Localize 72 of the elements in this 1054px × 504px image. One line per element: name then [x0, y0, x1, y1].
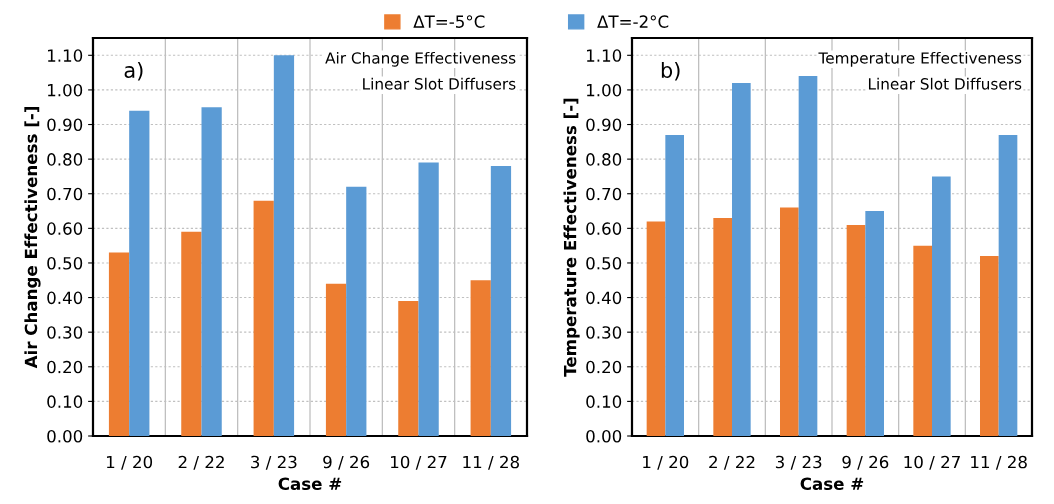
y-tick-label: 0.70 — [586, 187, 622, 201]
bar — [253, 200, 274, 436]
bar — [201, 107, 222, 436]
y-tick-label: 0.90 — [586, 118, 622, 132]
annotation: a) — [124, 61, 143, 81]
y-tick-label: 0.30 — [586, 326, 622, 339]
bar — [273, 55, 295, 436]
y-tick-label: 0.20 — [586, 360, 622, 374]
x-tick-label: 2 / 22 — [178, 455, 224, 470]
y-tick-label: 0.90 — [47, 118, 83, 132]
x-tick-label: 11 / 28 — [463, 455, 520, 470]
bar — [780, 207, 799, 436]
y-tick-label: 0.00 — [47, 429, 83, 443]
y-axis-title: Air Change Effectiveness [-] — [24, 107, 41, 369]
bar — [325, 283, 347, 436]
y-tick-label: 0.30 — [47, 326, 83, 339]
y-tick-label: 0.60 — [47, 222, 83, 235]
bar — [646, 221, 666, 436]
bar — [913, 245, 932, 436]
annotation: Temperature Effectiveness — [818, 51, 1022, 67]
y-tick-label: 1.10 — [48, 49, 83, 62]
y-tick-label: 0.80 — [586, 153, 622, 166]
bar — [798, 76, 818, 436]
bar — [181, 231, 202, 436]
y-axis-title: Temperature Effectiveness [-] — [563, 98, 580, 377]
x-tick-label: 2 / 22 — [709, 455, 755, 470]
bar — [490, 166, 512, 436]
annotation: Linear Slot Diffusers — [868, 77, 1022, 90]
annotation: Air Change Effectiveness — [325, 51, 516, 67]
legend-label: ΔT=-2°C — [597, 15, 669, 28]
bar — [129, 110, 150, 436]
y-tick-label: 1.00 — [587, 83, 622, 97]
bar — [846, 224, 866, 436]
x-axis-title: Case # — [278, 477, 342, 491]
bar — [398, 301, 419, 436]
x-tick-label: 1 / 20 — [643, 455, 689, 470]
bar — [108, 252, 130, 436]
bar — [418, 162, 439, 436]
y-tick-label: 0.80 — [47, 153, 83, 166]
bar — [998, 134, 1018, 436]
y-tick-label: 0.60 — [586, 222, 622, 235]
x-tick-label: 3 / 23 — [775, 455, 822, 470]
x-tick-label: 9 / 26 — [323, 455, 370, 470]
x-tick-label: 1 / 20 — [106, 455, 153, 470]
y-tick-label: 1.00 — [48, 83, 83, 97]
x-axis-title: Case # — [800, 477, 864, 491]
x-tick-label: 10 / 27 — [391, 455, 447, 470]
bar — [980, 256, 999, 436]
legend-label: ΔT=-5°C — [413, 15, 485, 28]
y-tick-label: 0.10 — [47, 395, 83, 408]
y-tick-label: 0.50 — [586, 256, 622, 270]
bar — [713, 217, 732, 436]
bar — [470, 280, 491, 436]
y-tick-label: 0.50 — [47, 256, 83, 270]
annotation: b) — [661, 61, 680, 81]
x-tick-label: 3 / 23 — [251, 455, 297, 470]
bar — [732, 82, 751, 436]
x-tick-label: 11 / 28 — [971, 455, 1027, 470]
x-tick-label: 10 / 27 — [904, 455, 960, 470]
bar — [665, 134, 684, 436]
y-tick-label: 0.00 — [586, 429, 622, 443]
bar — [932, 176, 951, 436]
y-tick-label: 1.10 — [587, 49, 622, 62]
y-tick-label: 0.10 — [586, 395, 622, 408]
y-tick-label: 0.20 — [47, 360, 83, 374]
y-tick-label: 0.70 — [47, 187, 83, 201]
annotation: Linear Slot Diffusers — [363, 77, 516, 90]
x-tick-label: 9 / 26 — [842, 455, 889, 470]
bar — [865, 211, 884, 436]
bar — [346, 186, 367, 436]
y-tick-label: 0.40 — [47, 291, 83, 305]
y-tick-label: 0.40 — [586, 291, 622, 305]
